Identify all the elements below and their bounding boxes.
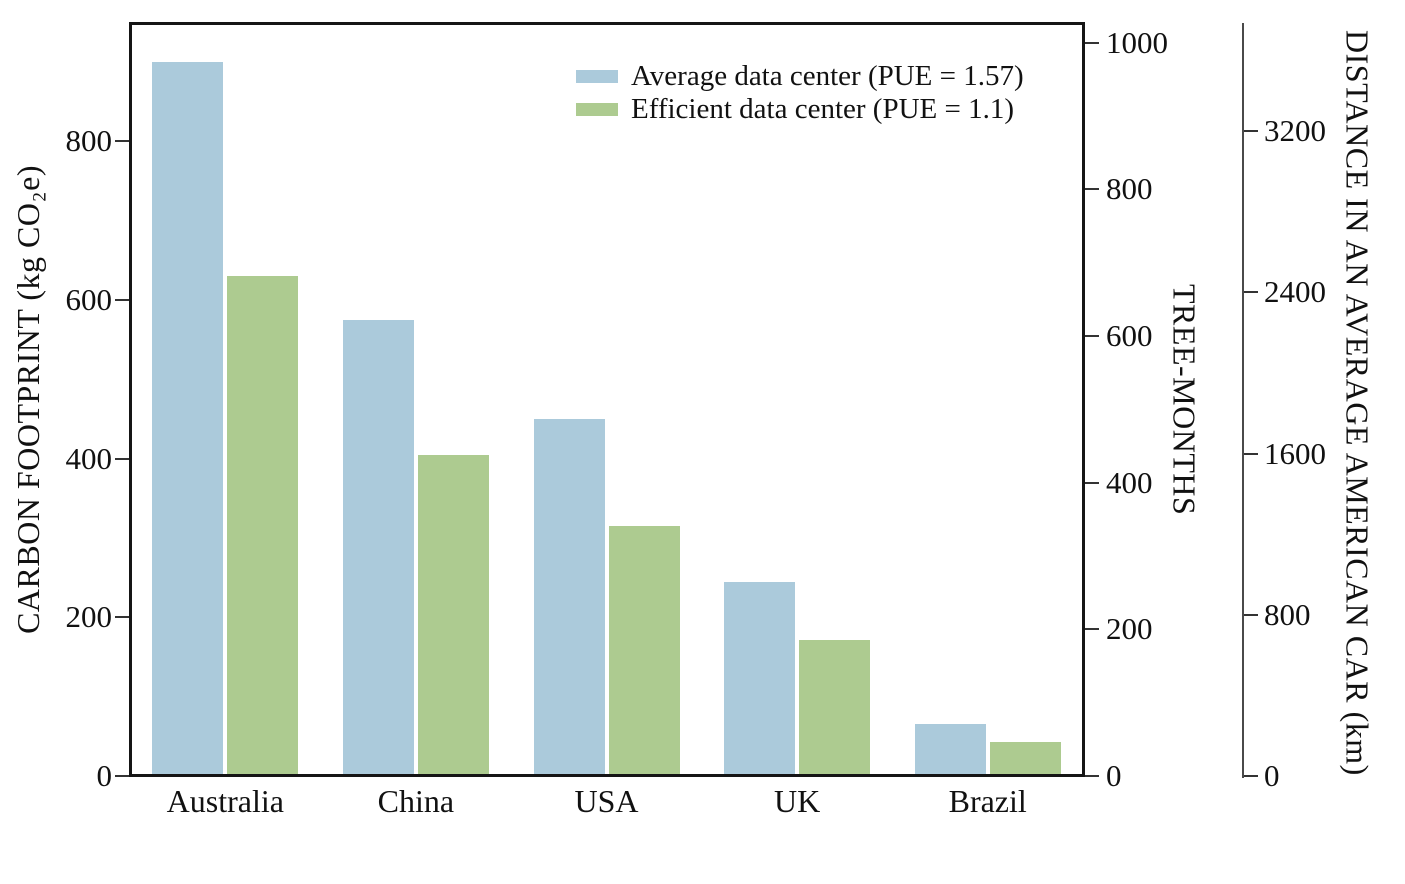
bar-uk-average — [724, 581, 796, 774]
dist-axis-tick-label: 0 — [1264, 758, 1280, 793]
dist-axis-tick — [1244, 613, 1258, 616]
tree-axis-tick-label: 0 — [1106, 758, 1122, 793]
bar-uk-efficient — [799, 639, 871, 774]
bar-australia-efficient — [227, 276, 299, 774]
left-axis-tick-label: 800 — [65, 123, 113, 159]
left-axis-tick-label: 200 — [65, 599, 113, 635]
dist-axis-tick-label: 1600 — [1264, 435, 1326, 471]
bar-china-efficient — [417, 454, 489, 774]
legend-label-efficient: Efficient data center (PUE = 1.1) — [631, 93, 1015, 125]
dist-axis-tick — [1244, 452, 1258, 455]
category-label-australia: Australia — [166, 783, 284, 819]
bar-china-average — [342, 319, 414, 774]
carbon-axis-title-box: CARBON FOOTPRINT (kg CO₂e) — [0, 23, 56, 776]
left-axis-tick-label: 0 — [96, 758, 113, 793]
bar-australia-average — [152, 61, 224, 774]
left-axis-tick — [114, 775, 129, 777]
distance-axis-title-box: DISTANCE IN AN AVERAGE AMERICAN CAR (km) — [1332, 0, 1382, 806]
bar-brazil-average — [914, 724, 986, 774]
legend: Average data center (PUE = 1.57) Efficie… — [576, 60, 1024, 126]
left-axis-tick-label: 600 — [65, 281, 113, 317]
dist-axis-tick-label: 2400 — [1264, 274, 1326, 310]
tree-axis-tick-label: 400 — [1106, 464, 1153, 500]
bar-brazil-efficient — [989, 741, 1061, 774]
left-axis-tick — [114, 140, 129, 143]
tree-axis-tick — [1084, 188, 1099, 191]
category-label-brazil: Brazil — [948, 783, 1027, 819]
carbon-axis-title: CARBON FOOTPRINT (kg CO₂e) — [9, 165, 46, 634]
legend-swatch-efficient — [576, 103, 618, 116]
tree-months-axis-title-box: TREE-MONTHS — [1160, 23, 1208, 776]
bar-usa-efficient — [608, 526, 680, 774]
left-axis-tick — [114, 616, 129, 619]
tree-axis-tick — [1084, 628, 1099, 631]
tree-axis-tick-label: 600 — [1106, 318, 1153, 354]
dist-axis-tick-label: 3200 — [1264, 113, 1326, 149]
bar-usa-average — [533, 418, 605, 774]
dist-axis-tick-label: 800 — [1264, 596, 1311, 632]
left-axis-tick — [114, 298, 129, 301]
category-label-usa: USA — [574, 783, 639, 819]
dist-axis-tick — [1244, 291, 1258, 294]
dist-axis-tick — [1244, 130, 1258, 133]
tree-axis-tick — [1084, 775, 1099, 777]
legend-swatch-average — [576, 70, 618, 83]
category-label-uk: UK — [773, 783, 821, 819]
category-label-china: China — [377, 783, 455, 819]
legend-label-average: Average data center (PUE = 1.57) — [631, 60, 1024, 92]
left-axis-tick-label: 400 — [65, 440, 113, 476]
tree-axis-tick-label: 1000 — [1106, 24, 1168, 60]
distance-axis-spine — [1242, 23, 1244, 778]
tree-axis-tick-label: 800 — [1106, 171, 1153, 207]
legend-item-efficient: Efficient data center (PUE = 1.1) — [576, 93, 1024, 126]
left-axis-tick — [114, 457, 129, 460]
tree-months-axis-title: TREE-MONTHS — [1166, 283, 1203, 516]
tree-axis-tick — [1084, 481, 1099, 484]
legend-item-average: Average data center (PUE = 1.57) — [576, 60, 1024, 93]
tree-axis-tick — [1084, 335, 1099, 338]
tree-axis-tick-label: 200 — [1106, 611, 1153, 647]
dist-axis-tick — [1244, 775, 1258, 777]
tree-axis-tick — [1084, 41, 1099, 44]
distance-axis-title: DISTANCE IN AN AVERAGE AMERICAN CAR (km) — [1339, 30, 1376, 776]
